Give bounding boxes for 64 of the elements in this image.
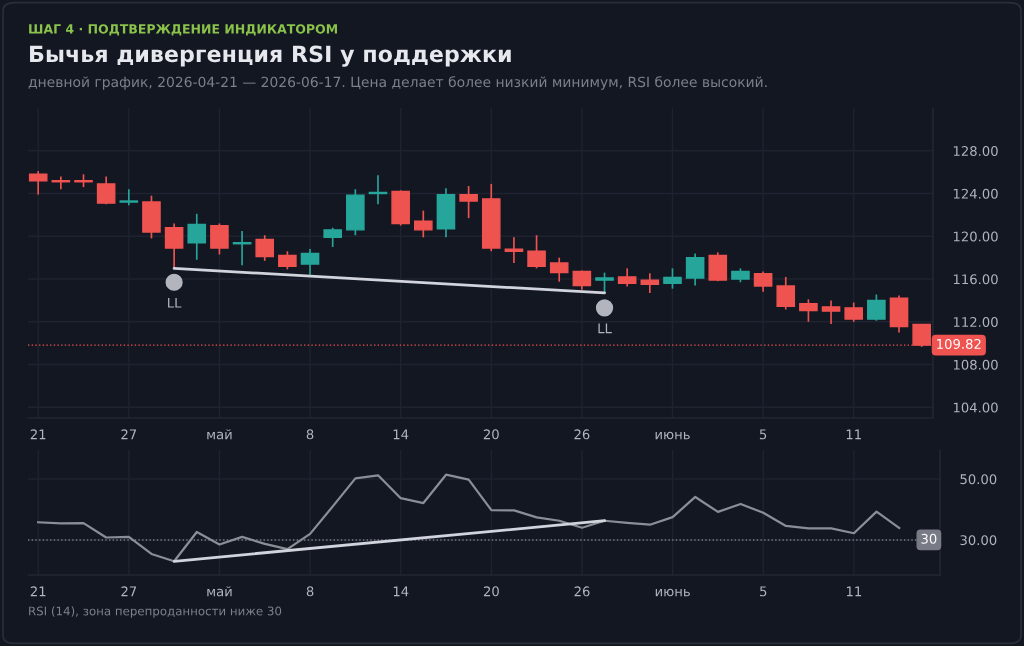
y-tick-label: 30.00 bbox=[960, 535, 997, 546]
text: ШАГ 4 · ПОДТВЕРЖДЕНИЕ ИНДИКАТОРОМ bbox=[29, 24, 337, 36]
candlestick bbox=[663, 267, 682, 290]
x-tick-label: 27 bbox=[121, 586, 137, 597]
candlestick bbox=[255, 234, 275, 262]
candlestick bbox=[504, 236, 524, 264]
candlestick bbox=[459, 185, 478, 219]
candlestick bbox=[278, 250, 297, 271]
candlestick bbox=[187, 212, 207, 261]
candlestick bbox=[300, 248, 320, 276]
y-tick-label: 128.00 bbox=[953, 145, 998, 156]
x-tick-label: 26 bbox=[574, 586, 590, 597]
candlestick bbox=[685, 252, 705, 287]
y-tick-label: 124.00 bbox=[953, 188, 998, 199]
line-series bbox=[37, 473, 901, 563]
text: RSI (14), зона перепроданности ниже 30 bbox=[29, 606, 282, 618]
x-tick-label: 27 bbox=[121, 429, 137, 440]
candlestick bbox=[776, 276, 796, 311]
ref-line-label: 30 bbox=[921, 533, 937, 544]
y-tick-label: 104.00 bbox=[953, 402, 998, 413]
candlestick bbox=[799, 298, 818, 323]
candlestick bbox=[753, 270, 773, 293]
chart-title: Бычья дивергенция RSI у поддержки bbox=[30, 45, 511, 67]
x-tick-label: 14 bbox=[393, 586, 409, 597]
candlestick bbox=[572, 269, 592, 291]
candlestick bbox=[867, 293, 886, 322]
x-tick-label: 14 bbox=[393, 429, 409, 440]
x-tick-label: май bbox=[207, 429, 232, 440]
x-tick-label: 11 bbox=[846, 586, 862, 597]
candlestick bbox=[323, 226, 342, 248]
y-tick-label: 116.00 bbox=[953, 274, 998, 285]
candlestick bbox=[413, 209, 433, 239]
data-label: LL bbox=[168, 297, 182, 308]
chart-subtitle: дневной график, 2026-04-21 — 2026-06-17. Цена делает более низкий минимум, RSI более высокий. bbox=[28, 76, 767, 90]
x-tick-label: 11 bbox=[846, 429, 861, 440]
candlestick bbox=[617, 267, 637, 288]
ref-line-label: 109.82 bbox=[937, 338, 981, 349]
candlestick bbox=[119, 188, 139, 207]
candlestick bbox=[96, 175, 116, 206]
x-tick-label: 20 bbox=[483, 429, 499, 440]
x-tick-label: 21 bbox=[30, 586, 46, 597]
y-tick-label: 120.00 bbox=[953, 231, 998, 242]
candlestick bbox=[549, 256, 569, 283]
x-tick-label: 26 bbox=[574, 429, 590, 440]
candlestick bbox=[844, 301, 864, 323]
x-tick-label: июнь bbox=[655, 431, 690, 440]
x-tick-label: 21 bbox=[30, 429, 46, 440]
candlestick bbox=[640, 272, 660, 294]
candlestick bbox=[210, 222, 229, 256]
x-tick-label: 20 bbox=[483, 586, 499, 597]
x-tick-label: 5 bbox=[760, 586, 767, 597]
candlestick bbox=[595, 271, 614, 294]
x-tick-label: 8 bbox=[306, 586, 314, 597]
x-tick-label: июнь bbox=[655, 588, 690, 597]
candlestick bbox=[821, 299, 841, 325]
candlestick bbox=[164, 222, 184, 270]
x-tick-label: 5 bbox=[759, 429, 767, 440]
y-tick-label: 50.00 bbox=[960, 474, 997, 485]
y-tick-label: 108.00 bbox=[953, 359, 998, 370]
x-tick-label: 8 bbox=[306, 429, 314, 440]
x-tick-label: май bbox=[207, 586, 232, 597]
data-label: LL bbox=[598, 323, 612, 334]
y-tick-label: 112.00 bbox=[953, 317, 998, 327]
candlestick bbox=[527, 234, 546, 270]
